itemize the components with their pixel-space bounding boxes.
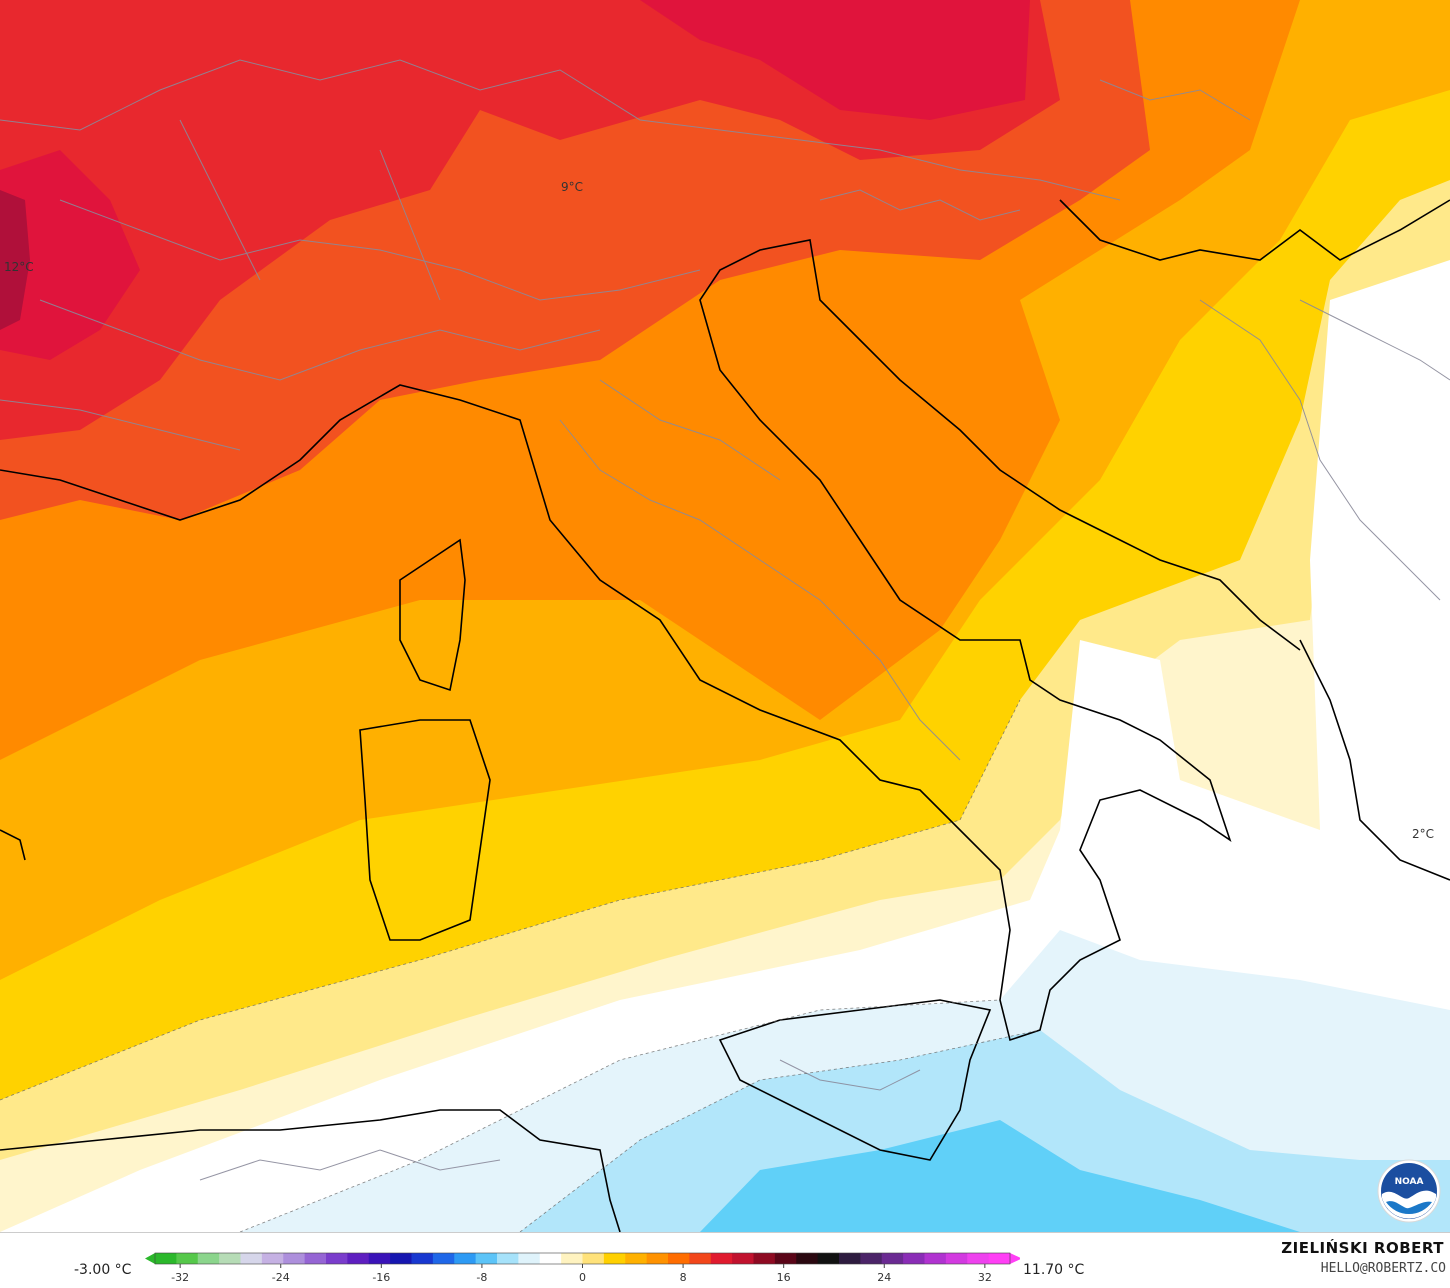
scale-cell — [945, 1253, 968, 1264]
point-label-12: 12°C — [4, 260, 34, 274]
scale-cell — [497, 1253, 519, 1264]
scale-cell — [860, 1253, 883, 1264]
scale-cell — [432, 1253, 455, 1264]
svg-text:NOAA: NOAA — [1395, 1177, 1424, 1187]
scale-cell — [475, 1253, 498, 1264]
scale-tick-label: 8 — [680, 1271, 687, 1284]
scale-cell — [924, 1253, 947, 1264]
field-blue — [700, 1120, 1300, 1232]
field-core-north — [640, 0, 1030, 120]
scale-cell — [518, 1253, 541, 1264]
author-email: HELLO@ROBERTZ.CO — [1320, 1261, 1446, 1276]
north-africa-coast — [0, 1109, 621, 1232]
scale-cell — [967, 1253, 990, 1264]
scale-cell — [646, 1253, 669, 1264]
scale-cell — [240, 1253, 263, 1264]
field-dark-core — [0, 190, 30, 330]
scale-cell — [710, 1253, 733, 1264]
noaa-logo-icon: NOAA — [1377, 1159, 1441, 1223]
sicily — [718, 999, 992, 1161]
scale-cell — [176, 1253, 199, 1264]
scale-cell — [732, 1253, 754, 1264]
point-label-2: 2°C — [1412, 827, 1434, 841]
region-borders — [0, 59, 1450, 1181]
scale-cell — [197, 1253, 220, 1264]
corsica — [399, 538, 466, 692]
scale-cell — [326, 1253, 348, 1264]
sardinia — [359, 719, 491, 941]
scale-cell — [283, 1253, 306, 1264]
legend-footer: -3.00 °C -32 -24 -16 -8 0 8 16 24 32 11.70 °C ZI… — [0, 1232, 1450, 1288]
legend-max-value: 11.70 °C — [1023, 1262, 1085, 1278]
point-label-9: 9°C — [561, 180, 583, 194]
scale-cell — [454, 1253, 477, 1264]
scale-cell — [347, 1253, 370, 1264]
scale-cell — [689, 1253, 712, 1264]
scale-cell — [881, 1253, 904, 1264]
scale-tick-label: 24 — [877, 1271, 891, 1284]
scale-cell — [155, 1253, 177, 1264]
scale-cell — [368, 1253, 391, 1264]
scale-cell — [411, 1253, 434, 1264]
scale-tick-label: 0 — [579, 1271, 586, 1284]
scale-cell — [603, 1253, 626, 1264]
scale-cell — [625, 1253, 648, 1264]
scale-cell — [304, 1253, 327, 1264]
scale-cell — [988, 1253, 1011, 1264]
color-scale: -32 -24 -16 -8 0 8 16 24 32 — [145, 1252, 1020, 1284]
scale-cell — [839, 1253, 861, 1264]
scale-cell — [903, 1253, 925, 1264]
scale-cell — [261, 1253, 284, 1264]
scale-cell — [390, 1253, 412, 1264]
scale-arrow-right — [1010, 1253, 1020, 1264]
isotherms — [0, 699, 1041, 1232]
author-name: ZIELIŃSKI ROBERT — [1281, 1239, 1444, 1257]
scale-tick-label: 16 — [777, 1271, 791, 1284]
scale-cell — [582, 1253, 605, 1264]
scale-tick-label: -32 — [171, 1271, 189, 1284]
scale-cell — [796, 1253, 819, 1264]
scale-cell — [753, 1253, 776, 1264]
scale-arrow-left — [145, 1253, 155, 1264]
scale-tick-label: -16 — [372, 1271, 390, 1284]
field-hot-north — [0, 0, 1060, 440]
scale-cell — [539, 1253, 562, 1264]
temperature-map: 12°C 9°C 2°C — [0, 0, 1450, 1232]
field-core-west — [0, 150, 140, 360]
scale-cell — [817, 1253, 840, 1264]
scale-tick-label: -8 — [476, 1271, 487, 1284]
legend-min-value: -3.00 °C — [74, 1262, 132, 1278]
scale-tick-label: 32 — [978, 1271, 992, 1284]
scale-cell — [668, 1253, 690, 1264]
coastlines — [0, 199, 1450, 1232]
scale-cell — [561, 1253, 583, 1264]
scale-cell — [219, 1253, 241, 1264]
scale-cell — [774, 1253, 797, 1264]
scale-tick-label: -24 — [272, 1271, 290, 1284]
